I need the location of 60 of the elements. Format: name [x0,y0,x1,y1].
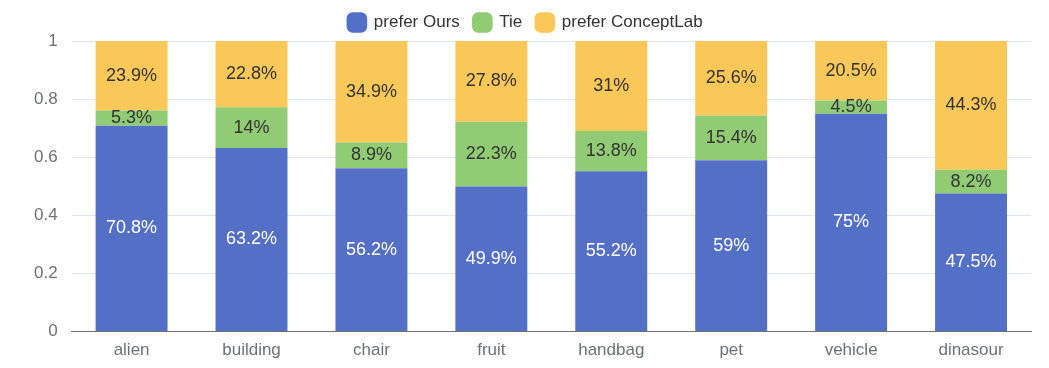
x-tick-label: fruit [477,340,506,360]
data-label: 31% [593,75,630,96]
bar [95,125,168,332]
data-label: 14% [233,116,270,137]
bar [455,41,528,122]
data-label: 4.5% [830,96,872,117]
y-tick-label: 0.4 [33,205,58,225]
data-label: 8.2% [950,170,992,191]
data-label: 23.9% [106,64,158,85]
data-label: 13.8% [585,140,637,161]
data-label: 63.2% [225,228,278,249]
data-label: 75% [833,211,870,232]
data-label: 59% [713,234,750,255]
y-tick-label: 0.8 [33,88,58,108]
bar [695,115,768,161]
bar [215,107,288,148]
y-tick-label: 0 [48,321,58,341]
data-label: 22.3% [465,143,517,164]
bar [935,193,1008,332]
bar [455,186,528,332]
data-label: 5.3% [111,107,153,128]
data-label: 55.2% [585,240,637,261]
data-label: 49.9% [465,247,517,268]
bar [815,41,888,101]
bar [935,41,1008,170]
x-tick-label: handbag [578,340,645,360]
data-label: 34.9% [345,80,397,101]
bar [575,171,648,332]
legend-label: Tie [499,12,523,32]
bar [455,121,528,187]
bar [695,41,768,116]
data-label: 20.5% [825,59,877,80]
data-label: 56.2% [345,238,397,259]
data-label: 27.8% [465,70,517,91]
bar [815,113,888,332]
data-label: 25.6% [705,67,757,88]
y-tick-label: 1 [48,30,58,50]
bar [695,160,768,332]
y-tick-label: 0.2 [33,263,58,283]
bar [215,147,288,332]
x-tick-label: chair [353,340,391,360]
legend-label: prefer ConceptLab [561,12,703,32]
data-label: 15.4% [705,126,757,147]
bar [95,41,168,111]
legend-label: prefer Ours [373,12,460,32]
x-tick-label: vehicle [824,340,878,360]
x-tick-label: alien [113,340,150,360]
bar [335,168,408,332]
data-label: 70.8% [106,217,158,238]
x-tick-label: building [222,340,281,360]
bar [215,41,288,108]
bar [335,41,408,143]
x-tick-label: dinasour [938,340,1004,360]
bar [575,41,648,132]
data-label: 44.3% [945,94,997,115]
x-tick-label: pet [719,340,744,360]
data-label: 8.9% [350,144,392,165]
data-label: 47.5% [945,251,997,272]
y-tick-label: 0.6 [33,146,58,166]
data-label: 22.8% [225,63,278,84]
